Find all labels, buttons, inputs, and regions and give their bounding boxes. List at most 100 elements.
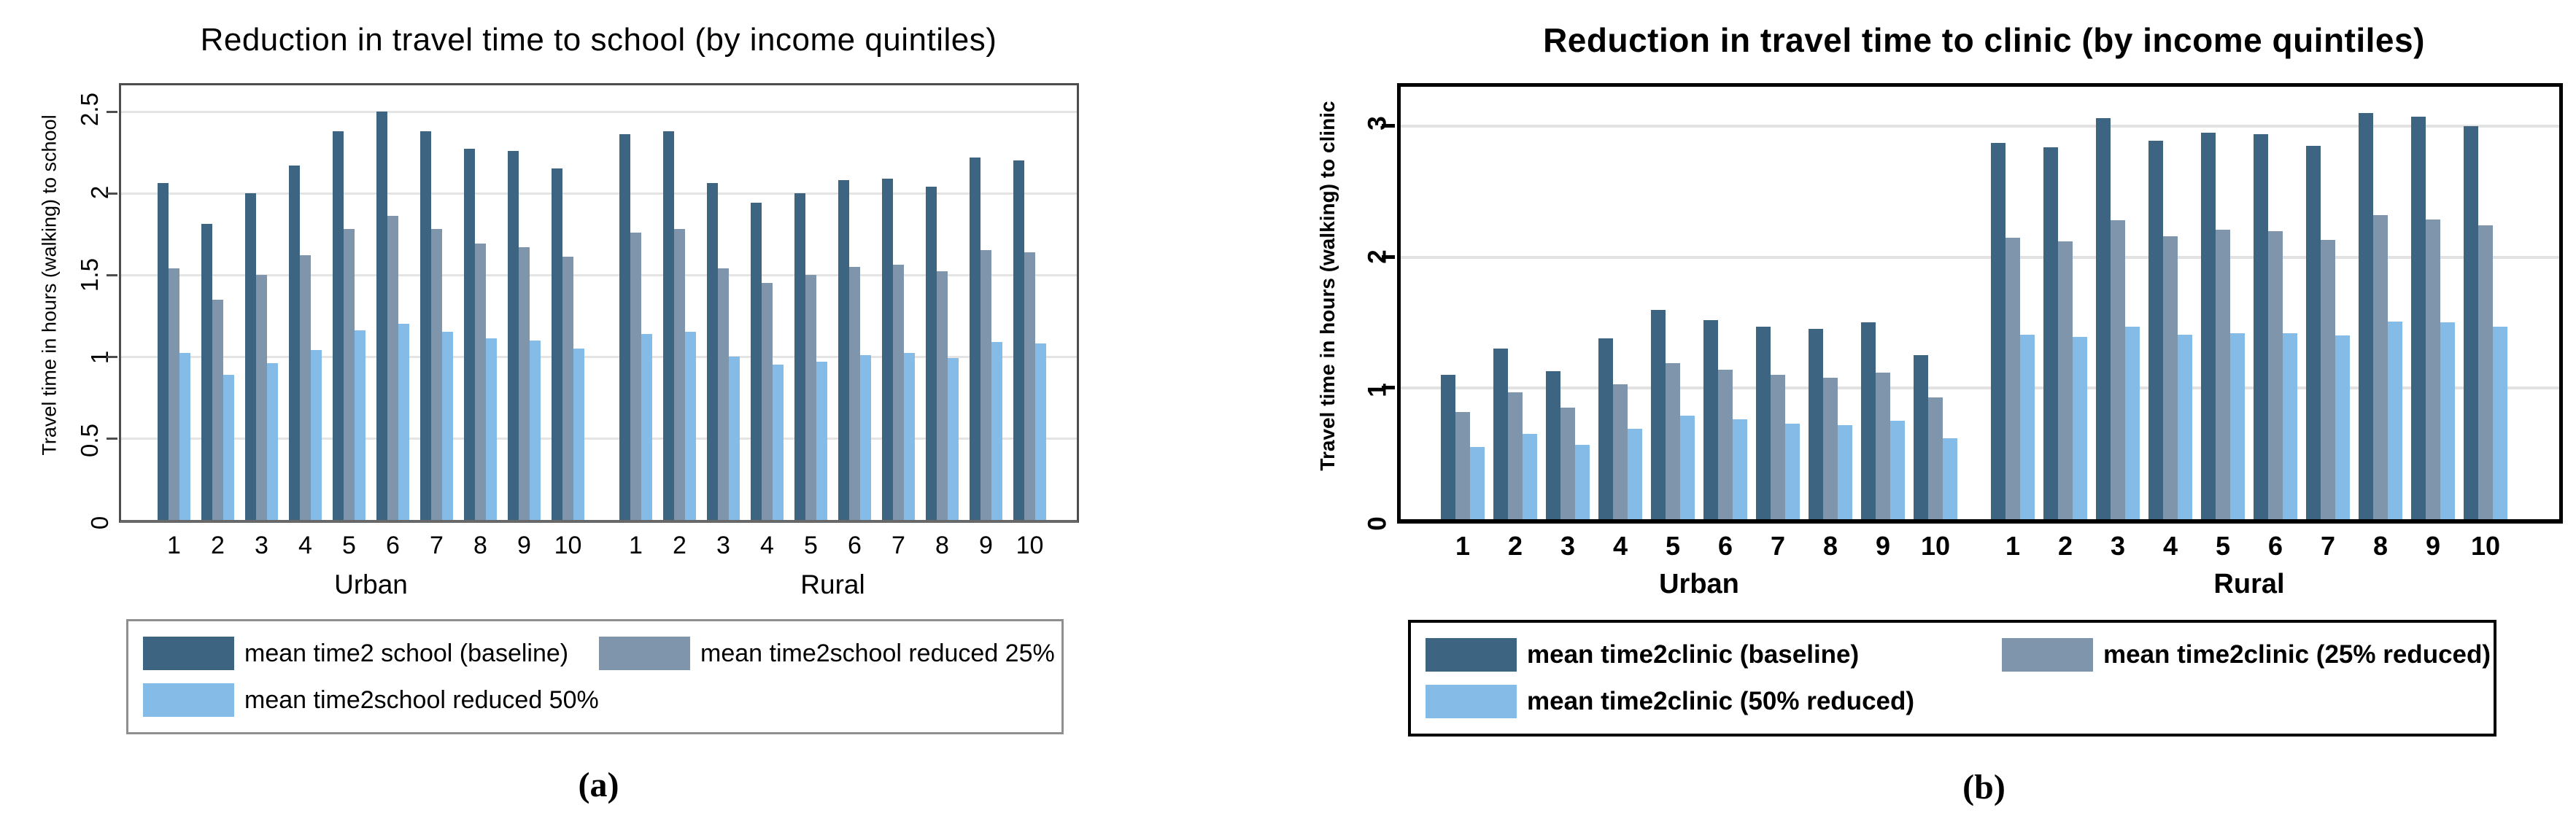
x-tick-label: 10: [1920, 531, 1951, 561]
gridline: [121, 110, 1077, 113]
bar: [2440, 322, 2455, 519]
bar: [860, 354, 871, 520]
bar: [970, 157, 980, 520]
plot-wrap: Travel time in hours (walking) to school…: [35, 83, 1079, 599]
x-tick-label: 9: [517, 532, 531, 559]
bar: [1703, 319, 1718, 519]
bar: [289, 165, 300, 520]
x-tick-label: 10: [554, 532, 582, 559]
bar: [223, 374, 234, 520]
bar: [2359, 112, 2373, 519]
x-tick-label: 3: [1560, 531, 1576, 561]
bar: [519, 246, 530, 520]
section-urban: 1 2 3 4 5 6 7 8 9 10 Urban: [1441, 87, 1957, 599]
bar: [641, 333, 652, 520]
x-tick-label: 8: [2372, 531, 2389, 561]
legend-entry-label: mean time2clinic (50% reduced): [1527, 687, 1915, 715]
bar: [573, 348, 584, 520]
bar: [1024, 252, 1035, 520]
legend: mean time2clinic (baseline) mean time2cli…: [1408, 620, 2496, 737]
bar: [1928, 397, 1943, 519]
bar: [882, 178, 893, 520]
bar: [1441, 375, 1455, 519]
section-label: Rural: [2213, 569, 2285, 599]
bar: [2178, 334, 2192, 519]
y-tick-mark: [107, 355, 117, 358]
legend-entry-label: mean time2 school (baseline): [244, 639, 569, 667]
bar-group: 3: [707, 85, 740, 559]
bar: [376, 111, 387, 520]
bar-group: 1: [158, 85, 190, 559]
x-tick-label: 9: [2425, 531, 2441, 561]
bar-group: 6: [1703, 87, 1747, 561]
bar-group: 9: [970, 85, 1002, 559]
bar: [486, 338, 497, 520]
x-tick-label: 7: [430, 532, 444, 559]
bar: [849, 266, 860, 520]
bar: [1771, 375, 1785, 519]
x-tick-label: 6: [2267, 531, 2283, 561]
x-tick-label: 5: [1665, 531, 1681, 561]
x-tick-label: 2: [211, 532, 225, 559]
y-tick-label: 2.5: [76, 93, 104, 127]
bar: [1991, 143, 2006, 519]
bar: [2163, 236, 2178, 519]
x-tick-label: 7: [1770, 531, 1786, 561]
bar: [2306, 145, 2321, 519]
x-tick-label: 4: [298, 532, 312, 559]
bar: [2148, 140, 2163, 519]
legend-item: mean time2school reduced 50%: [143, 683, 1047, 717]
x-tick-label: 7: [2320, 531, 2336, 561]
bar: [530, 340, 541, 520]
y-tick-label: 0: [1363, 516, 1392, 531]
bar: [169, 268, 179, 520]
x-tick-label: 2: [1507, 531, 1523, 561]
bar: [1785, 423, 1800, 519]
bar-group: 4: [751, 85, 784, 559]
bar-group: 10: [1013, 85, 1046, 559]
panel-a-school-chart: Reduction in travel time to school (by i…: [35, 12, 1079, 805]
bar: [1470, 447, 1485, 519]
plot-wrap: Travel time in hours (walking) to clinic…: [1313, 83, 2571, 599]
bar-group: 3: [1546, 87, 1590, 561]
bar: [707, 183, 718, 520]
bar: [674, 229, 685, 520]
x-tick-label: 5: [342, 532, 356, 559]
bar-group: 5: [333, 85, 365, 559]
bar: [179, 353, 190, 520]
legend-swatch: [599, 637, 690, 670]
bar-group: 5: [2201, 87, 2245, 561]
x-tick-label: 8: [935, 532, 949, 559]
legend-entry-label: mean time2school reduced 50%: [244, 685, 599, 714]
panel-b-clinic-chart: Reduction in travel time to clinic (by i…: [1313, 12, 2571, 807]
bar-group: 5: [794, 85, 827, 559]
bar-group: 2: [663, 85, 696, 559]
section-rural: 1 2 3 4 5 6 7 8 9 10 Rural: [1991, 87, 2507, 599]
legend-item: mean time2clinic (50% reduced): [1426, 685, 2479, 718]
bar: [311, 349, 322, 520]
bar-group: 3: [2096, 87, 2140, 561]
bar: [1680, 416, 1695, 519]
bar: [1666, 363, 1680, 519]
bar: [2058, 241, 2073, 519]
legend-swatch: [1426, 638, 1517, 672]
bar: [2230, 333, 2245, 519]
bar-group: 7: [420, 85, 453, 559]
y-tick-mark: [1382, 386, 1395, 390]
bar-group: 10: [552, 85, 584, 559]
bar-group: 8: [1809, 87, 1852, 561]
bar-group: 1: [1441, 87, 1485, 561]
bar-group: 3: [245, 85, 278, 559]
bar: [355, 330, 365, 520]
y-tick-mark: [1382, 123, 1395, 128]
bar: [344, 229, 355, 520]
bar: [2335, 335, 2350, 519]
bar: [2373, 215, 2388, 519]
bar: [1651, 309, 1666, 519]
legend-swatch: [1426, 685, 1517, 718]
bar: [2254, 133, 2268, 519]
bar: [212, 299, 223, 520]
bar: [2043, 147, 2058, 519]
